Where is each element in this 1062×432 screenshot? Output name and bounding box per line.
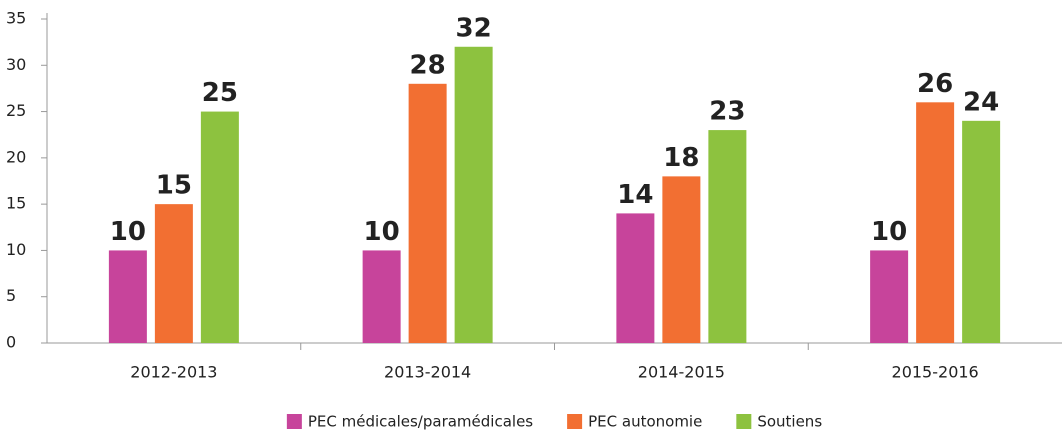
value-label: 18: [663, 143, 699, 173]
bar: [362, 250, 401, 343]
bar: [662, 176, 701, 343]
value-label: 15: [156, 171, 192, 201]
bar: [870, 250, 909, 343]
y-tick-label: 30: [6, 55, 26, 74]
legend-swatch: [567, 414, 583, 429]
y-tick-label: 25: [6, 101, 26, 120]
value-label: 32: [456, 13, 492, 43]
value-label: 24: [963, 87, 999, 117]
x-tick-label: 2012-2013: [130, 363, 217, 382]
value-label: 26: [917, 69, 953, 99]
y-tick-label: 0: [6, 333, 16, 352]
bar: [408, 83, 447, 344]
bar: [616, 213, 655, 343]
value-label: 14: [617, 180, 653, 210]
bar: [916, 102, 955, 343]
bar: [108, 250, 147, 343]
y-tick-label: 10: [6, 240, 26, 259]
bar: [154, 204, 193, 343]
value-label: 10: [871, 217, 907, 247]
value-label: 10: [364, 217, 400, 247]
bar: [200, 111, 239, 343]
x-tick-label: 2013-2014: [384, 363, 471, 382]
bar: [962, 120, 1001, 343]
legend-swatch: [736, 414, 752, 429]
value-label: 28: [410, 50, 446, 80]
y-tick-label: 5: [6, 286, 16, 305]
legend-label: Soutiens: [757, 413, 822, 431]
bar: [708, 130, 747, 343]
value-label: 10: [110, 217, 146, 247]
y-tick-label: 15: [6, 194, 26, 213]
x-tick-label: 2014-2015: [638, 363, 725, 382]
bar: [454, 46, 493, 344]
value-label: 23: [709, 97, 745, 127]
legend-label: PEC médicales/paramédicales: [308, 413, 533, 431]
x-tick-label: 2015-2016: [892, 363, 979, 382]
legend-label: PEC autonomie: [588, 413, 702, 431]
value-label: 25: [202, 78, 238, 108]
y-tick-label: 35: [6, 9, 26, 28]
y-tick-label: 20: [6, 147, 26, 166]
legend-swatch: [286, 414, 302, 429]
